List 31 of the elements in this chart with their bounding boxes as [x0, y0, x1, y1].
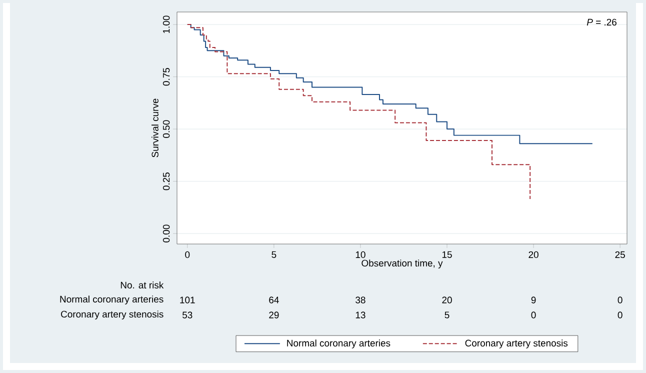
- x-tick-label: 15: [442, 251, 452, 258]
- annotation: P = .26: [586, 18, 616, 26]
- text: 20: [442, 296, 452, 304]
- x-axis-title: Observation time, y: [362, 260, 443, 268]
- legend-label: Coronary artery stenosis: [465, 340, 568, 348]
- text: 29: [269, 312, 279, 318]
- text: Coronary artery stenosis: [61, 310, 164, 320]
- text: Normal coronary arteries: [60, 296, 164, 304]
- y-tick-label: 1.00: [162, 16, 170, 34]
- text: 9: [531, 296, 536, 304]
- x-tick-label: 10: [356, 251, 366, 258]
- text: 53: [182, 312, 192, 318]
- y-tick-label: 0.00: [162, 224, 170, 242]
- x-tick-label: 20: [528, 251, 538, 258]
- text: 0: [618, 312, 622, 318]
- text: 0: [618, 296, 622, 304]
- text: No. at risk: [120, 282, 164, 288]
- y-tick-label: 0.50: [162, 120, 170, 138]
- y-tick-label: 0.25: [162, 172, 170, 190]
- text: 5: [444, 312, 450, 318]
- x-tick-label: 0: [185, 251, 190, 258]
- text: 0: [531, 312, 536, 318]
- text: 64: [269, 296, 279, 304]
- text: 101: [180, 296, 195, 304]
- legend-label: Normal coronary arteries: [287, 340, 390, 348]
- y-axis-title: Survival curve: [151, 98, 158, 158]
- text: 38: [356, 296, 366, 304]
- x-tick-label: 5: [272, 251, 276, 258]
- text: 13: [356, 312, 366, 318]
- y-tick-label: 0.75: [162, 68, 170, 86]
- x-tick-label: 25: [615, 251, 625, 258]
